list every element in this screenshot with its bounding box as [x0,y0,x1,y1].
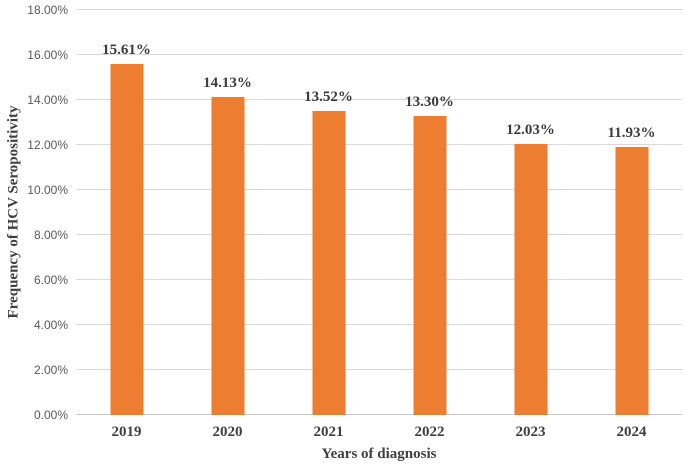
bar-slot: 12.03% [480,10,581,415]
gridline [76,54,682,55]
x-axis-title: Years of diagnosis [321,446,437,462]
bar-2024 [615,146,648,415]
x-tick-label: 2024 [616,424,647,440]
y-tick-label: 18.00% [27,3,68,17]
x-axis-line [76,414,682,415]
x-tick-label: 2023 [515,424,546,440]
bar-2020 [211,97,244,415]
bar-slot: 13.30% [379,10,480,415]
y-tick-label: 8.00% [33,228,68,242]
bar-value-label: 12.03% [506,122,555,139]
bar-slot: 15.61% [76,10,177,415]
gridline [76,279,682,280]
gridline [76,234,682,235]
bar-slot: 14.13% [177,10,278,415]
y-tick-label: 0.00% [33,408,68,422]
bar-2022 [413,115,446,415]
bar-slot: 11.93% [581,10,682,415]
x-tick-label: 2021 [313,424,344,440]
bar-value-label: 13.52% [304,88,353,105]
y-tick-label: 4.00% [33,318,68,332]
y-tick-label: 2.00% [33,363,68,377]
bar-value-label: 14.13% [203,75,252,92]
plot-area: 15.61% 14.13% 13.52% 13.30% 12.03% 11.93% [76,9,682,415]
gridline [76,99,682,100]
bar-2019 [110,63,143,415]
bar-slot: 13.52% [278,10,379,415]
bar-value-label: 13.30% [405,93,454,110]
gridline [76,324,682,325]
gridline [76,189,682,190]
bar-value-label: 11.93% [607,124,656,141]
gridline [76,369,682,370]
y-axis-ticks: 0.00% 2.00% 4.00% 6.00% 8.00% 10.00% 12.00% 14.… [0,0,68,470]
bar-value-label: 15.61% [102,41,151,58]
y-tick-label: 12.00% [27,138,68,152]
y-tick-label: 16.00% [27,48,68,62]
y-tick-label: 10.00% [27,183,68,197]
x-tick-label: 2020 [212,424,243,440]
y-tick-label: 6.00% [33,273,68,287]
bar-2023 [514,144,547,415]
x-tick-label: 2019 [111,424,142,440]
y-tick-label: 14.00% [27,93,68,107]
gridline [76,9,682,10]
gridline [76,144,682,145]
bar-2021 [312,110,345,415]
x-tick-label: 2022 [414,424,445,440]
